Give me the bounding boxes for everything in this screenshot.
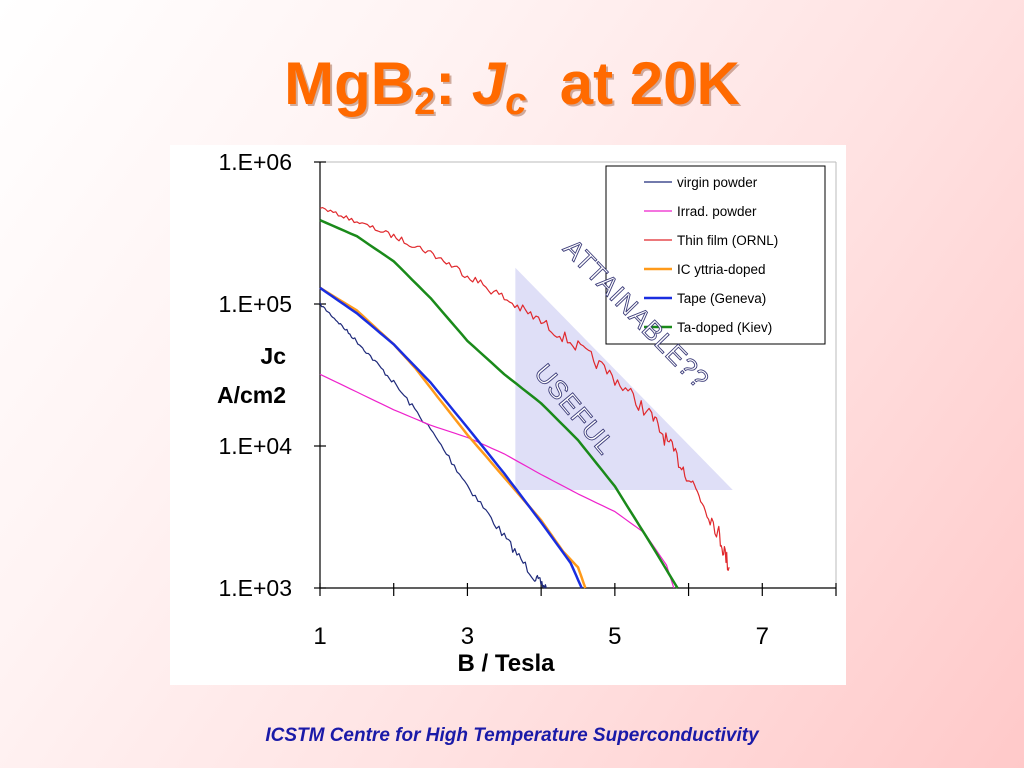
x-tick-label: 5 [608, 623, 621, 650]
chart-area: 1.E+03 1.E+04 1.E+05 1.E+06 1 3 5 7 virgin powd… [170, 145, 846, 685]
title-main: MgB [284, 50, 415, 117]
legend-box [605, 165, 826, 345]
x-tick-label: 1 [313, 623, 326, 650]
title-rest: at 20K [559, 50, 740, 117]
x-tick-label: 3 [461, 623, 474, 650]
title-j: J [471, 50, 506, 117]
series-line [319, 286, 583, 589]
legend-label: Ta-doped (Kiev) [677, 320, 772, 335]
jc-vs-field-chart: 1.E+03 1.E+04 1.E+05 1.E+06 1 3 5 7 virgin powd… [217, 149, 837, 677]
title-colon: : [435, 50, 456, 117]
y-tick-label: 1.E+03 [218, 575, 292, 601]
y-tick-label: 1.E+05 [218, 291, 292, 317]
legend-label: virgin powder [677, 175, 758, 190]
series-line [319, 218, 679, 589]
series-line [319, 302, 547, 589]
x-axis-label: B / Tesla [458, 650, 556, 677]
y-tick-label: 1.E+04 [218, 433, 292, 459]
x-tick-label: 7 [756, 623, 769, 650]
x-axis-label-b: B [458, 650, 475, 677]
y-axis-label-unit: A/cm2 [217, 382, 286, 408]
legend-label: Irrad. powder [677, 204, 757, 219]
y-axis-label-jc: Jc [260, 343, 286, 369]
x-axis-label-unit: / Tesla [475, 650, 555, 677]
title-subscript: 2 [414, 81, 436, 123]
y-tick-label: 1.E+06 [218, 149, 292, 175]
legend-label: IC yttria-doped [677, 262, 766, 277]
legend-label: Tape (Geneva) [677, 291, 766, 306]
title-j-subscript: c [505, 81, 527, 123]
footer-credit: ICSTM Centre for High Temperature Superc… [265, 725, 759, 746]
attainable-region [515, 267, 733, 490]
series-line [319, 207, 730, 571]
legend-label: Thin film (ORNL) [677, 233, 778, 248]
slide-title: MgB2: Jc at 20K [0, 48, 1024, 138]
